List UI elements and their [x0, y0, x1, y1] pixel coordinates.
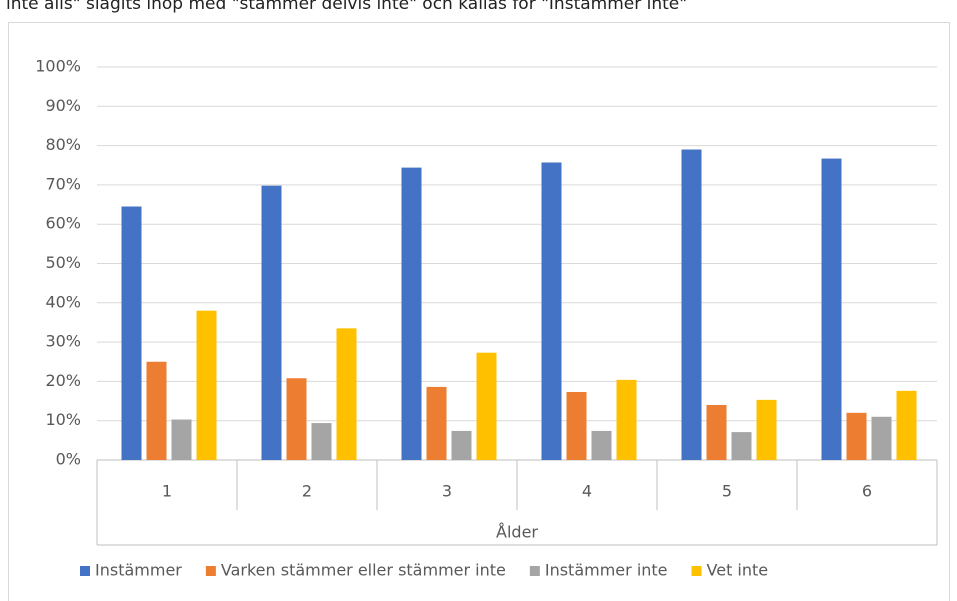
bar	[731, 432, 752, 460]
bar	[871, 416, 892, 460]
bar	[616, 379, 637, 460]
y-tick-label: 60%	[45, 214, 81, 233]
legend-swatch	[529, 566, 540, 576]
x-tick-label: 3	[442, 482, 452, 501]
legend-label: Vet inte	[707, 561, 769, 580]
legend-label: Instämmer inte	[545, 561, 668, 580]
x-tick-label: 5	[722, 482, 732, 501]
bar	[846, 412, 867, 460]
bar	[401, 167, 422, 460]
bar	[196, 310, 217, 460]
bar	[541, 162, 562, 460]
legend-label: Varken stämmer eller stämmer inte	[221, 561, 506, 580]
x-tick-label: 6	[862, 482, 872, 501]
bar	[591, 430, 612, 460]
bar	[311, 423, 332, 460]
bar	[426, 386, 447, 460]
legend-label: Instämmer	[95, 561, 182, 580]
bar	[171, 419, 192, 460]
y-tick-label: 40%	[45, 292, 81, 311]
bar	[261, 185, 282, 460]
bar	[566, 392, 587, 460]
bar	[451, 430, 472, 460]
x-tick-label: 4	[582, 482, 592, 501]
bar	[286, 378, 307, 460]
y-tick-label: 80%	[45, 135, 81, 154]
y-tick-label: 30%	[45, 332, 81, 351]
legend-swatch	[80, 566, 90, 576]
caption: inte alls" slagits ihop med "stämmer del…	[6, 0, 687, 14]
bar	[896, 390, 917, 460]
legend-swatch	[205, 566, 216, 576]
y-tick-label: 20%	[45, 371, 81, 390]
y-tick-label: 10%	[45, 410, 81, 429]
x-axis-label: Ålder	[496, 523, 538, 542]
bar	[146, 361, 167, 460]
bar	[121, 206, 142, 460]
legend-swatch	[691, 566, 702, 576]
y-tick-label: 50%	[45, 253, 81, 272]
bar	[681, 149, 702, 460]
bar	[756, 399, 777, 460]
bar	[821, 158, 842, 460]
y-tick-label: 100%	[35, 57, 81, 76]
y-tick-label: 90%	[45, 96, 81, 115]
chart-border	[8, 22, 950, 601]
x-tick-label: 2	[302, 482, 312, 501]
y-tick-label: 0%	[56, 450, 81, 469]
x-tick-label: 1	[162, 482, 172, 501]
bar	[476, 352, 497, 460]
bar	[336, 328, 357, 460]
bar	[706, 404, 727, 460]
y-tick-label: 70%	[45, 174, 81, 193]
